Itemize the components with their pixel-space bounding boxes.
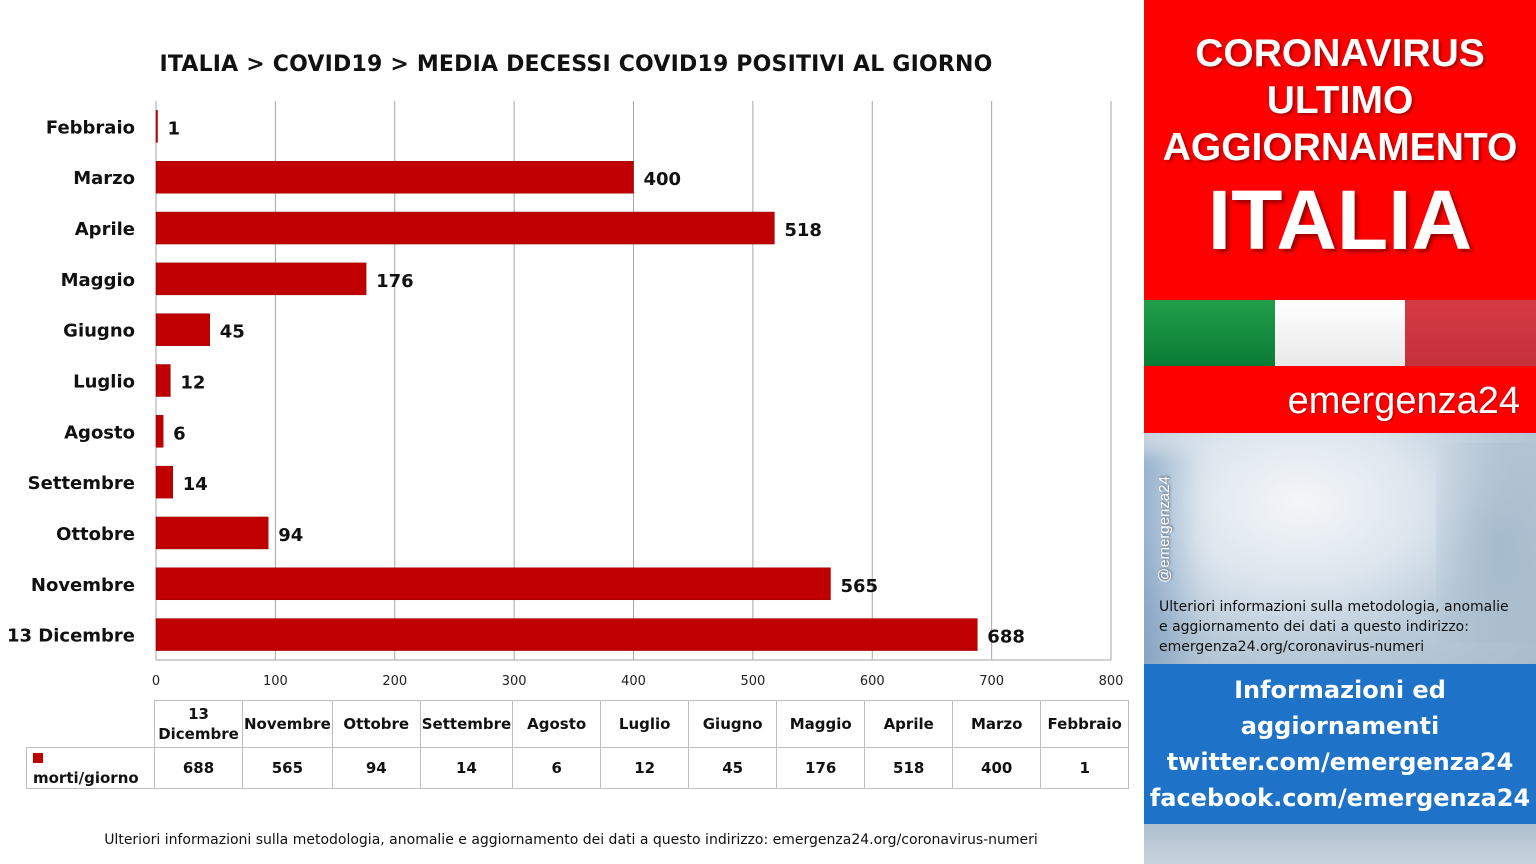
methodology-link: emergenza24.org/coronavirus-numeri <box>1159 639 1425 655</box>
table-cell: 176 <box>776 747 866 789</box>
y-tick-label: Ottobre <box>56 524 135 545</box>
bar <box>155 262 367 296</box>
y-tick-label: Marzo <box>73 168 135 189</box>
x-tick-label: 800 <box>1099 674 1124 689</box>
x-tick-label: 100 <box>263 674 288 689</box>
bottom-strip <box>1144 824 1536 864</box>
legend-entry: morti/giorno <box>26 747 155 789</box>
data-table: 13 Dicembre Novembre Ottobre Settembre A… <box>26 700 1130 789</box>
table-header-cell: Luglio <box>600 700 690 748</box>
data-label: 518 <box>784 220 822 241</box>
x-tick-label: 500 <box>740 674 765 689</box>
headline-line: AGGIORNAMENTO <box>1162 126 1518 169</box>
y-tick-label: Febbraio <box>46 117 135 138</box>
table-header-cell: Agosto <box>512 700 602 748</box>
table-header-row: 13 Dicembre Novembre Ottobre Settembre A… <box>27 700 1130 748</box>
y-tick-label: 13 Dicembre <box>7 626 135 647</box>
social-handle: @emergenza24 <box>1156 476 1173 583</box>
y-tick-label: Luglio <box>73 372 135 393</box>
y-tick-label: Aprile <box>75 219 135 240</box>
x-tick-label: 400 <box>621 674 646 689</box>
bar <box>155 211 775 245</box>
bar <box>155 567 831 601</box>
headline-line: ULTIMO <box>1266 79 1414 122</box>
bar <box>155 618 978 651</box>
bar-chart: Febbraio 1 Marzo 400 Aprile 518 Maggio 176 Giugn… <box>7 101 1124 689</box>
table-cell: 45 <box>688 747 778 789</box>
table-header-cell: Febbraio <box>1040 700 1130 748</box>
footnote: Ulteriori informazioni sulla metodologia… <box>104 832 1038 848</box>
table-header-cell: Marzo <box>952 700 1042 748</box>
background-photo: @emergenza24 Ulteriori informazioni sull… <box>1144 433 1536 664</box>
table-header-cell: Novembre <box>242 700 333 748</box>
methodology-line: e aggiornamento dei dati a questo indiri… <box>1159 619 1469 635</box>
twitter-link: twitter.com/emergenza24 <box>1166 748 1514 776</box>
table-cell: 518 <box>864 747 954 789</box>
table-cell: 94 <box>331 747 421 789</box>
info-box: Informazioni ed aggiornamenti twitter.co… <box>1144 664 1536 824</box>
table-header-cell: Giugno <box>688 700 778 748</box>
data-label: 12 <box>180 373 205 394</box>
data-label: 6 <box>173 423 186 444</box>
y-tick-label: Settembre <box>28 473 135 494</box>
info-line: aggiornamenti <box>1240 712 1440 740</box>
bar <box>155 313 210 346</box>
y-tick-label: Agosto <box>64 422 135 443</box>
table-header-cell: 13 Dicembre <box>154 700 243 748</box>
bar <box>155 516 269 550</box>
table-cell: 1 <box>1040 747 1130 789</box>
data-label: 45 <box>220 322 245 343</box>
methodology-line: Ulteriori informazioni sulla metodologia… <box>1159 599 1509 615</box>
data-label: 688 <box>987 627 1025 648</box>
x-tick-label: 700 <box>979 674 1004 689</box>
data-label: 1 <box>168 118 181 139</box>
bar <box>155 415 164 448</box>
x-tick-label: 200 <box>382 674 407 689</box>
table-cell: 12 <box>600 747 690 789</box>
table-header-cell: Maggio <box>776 700 866 748</box>
table-cell: 6 <box>512 747 602 789</box>
table-cell: 14 <box>419 747 514 789</box>
legend-swatch <box>33 753 43 763</box>
y-tick-label: Novembre <box>31 575 135 596</box>
table-cell: 400 <box>952 747 1042 789</box>
data-label: 400 <box>644 169 682 190</box>
flag-red-stripe <box>1405 300 1536 366</box>
y-tick-label: Maggio <box>61 270 135 291</box>
italian-flag <box>1144 300 1536 366</box>
bar <box>155 465 173 499</box>
table-cell: 688 <box>154 747 243 789</box>
table-header-cell: Settembre <box>419 700 514 748</box>
brand-name: emergenza24 <box>1144 366 1536 433</box>
chart-area: ITALIA > COVID19 > MEDIA DECESSI COVID19… <box>6 52 1130 848</box>
table-header-cell: Ottobre <box>331 700 421 748</box>
data-label: 565 <box>840 576 878 597</box>
bar <box>155 364 171 397</box>
headline-banner: CORONAVIRUS ULTIMO AGGIORNAMENTO ITALIA <box>1144 0 1536 300</box>
data-label: 176 <box>376 271 414 292</box>
table-cell: 565 <box>242 747 333 789</box>
headline-country: ITALIA <box>1207 173 1473 267</box>
x-tick-label: 300 <box>502 674 527 689</box>
x-tick-label: 0 <box>152 674 160 689</box>
table-row: morti/giorno 688 565 94 14 6 12 45 176 5… <box>26 747 1130 789</box>
headline-line: CORONAVIRUS <box>1195 32 1485 75</box>
flag-white-stripe <box>1274 300 1406 366</box>
flag-green-stripe <box>1144 300 1275 366</box>
y-tick-label: Giugno <box>63 321 135 342</box>
chart-title: ITALIA > COVID19 > MEDIA DECESSI COVID19… <box>159 52 993 77</box>
data-label: 94 <box>278 525 303 546</box>
bar <box>155 160 634 194</box>
methodology-note: Ulteriori informazioni sulla metodologia… <box>1159 597 1529 657</box>
table-header-cell: Aprile <box>864 700 954 748</box>
x-tick-label: 600 <box>860 674 885 689</box>
data-label: 14 <box>183 474 208 495</box>
bar <box>155 110 158 143</box>
info-line: Informazioni ed <box>1234 676 1446 704</box>
legend-label: morti/giorno <box>33 769 139 787</box>
side-panel: CORONAVIRUS ULTIMO AGGIORNAMENTO ITALIA … <box>1144 0 1536 864</box>
facebook-link: facebook.com/emergenza24 <box>1149 784 1531 812</box>
